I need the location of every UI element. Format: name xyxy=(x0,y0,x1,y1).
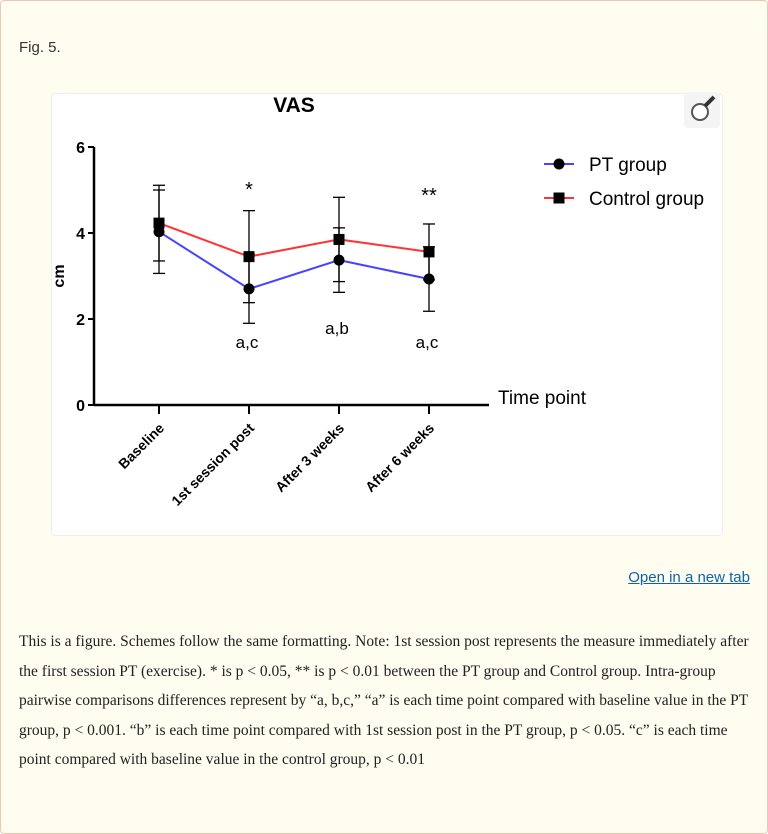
legend-marker xyxy=(553,192,565,204)
data-point xyxy=(333,254,345,266)
vas-chart: VAS 0 2 4 6 cm Time point Baseline 1st session p… xyxy=(51,94,704,509)
x-tick-label: After 3 weeks xyxy=(272,420,347,495)
x-tick-label: 1st session post xyxy=(168,420,257,509)
data-point xyxy=(333,233,345,245)
chart-title: VAS xyxy=(273,94,315,117)
open-in-new-tab-link[interactable]: Open in a new tab xyxy=(628,569,750,586)
significance-label: * xyxy=(245,179,253,201)
pairwise-label: a,b xyxy=(325,319,349,338)
pairwise-label: a,c xyxy=(416,333,439,352)
figure-caption: This is a figure. Schemes follow the sam… xyxy=(19,633,749,768)
legend-label: Control group xyxy=(589,189,704,210)
magnifier-icon[interactable] xyxy=(684,92,720,128)
legend-label: PT group xyxy=(589,155,667,176)
data-point xyxy=(153,226,165,238)
data-point xyxy=(423,273,435,285)
series-line-1 xyxy=(158,222,430,258)
x-tick-label: After 6 weeks xyxy=(362,420,437,495)
series-line-0 xyxy=(158,230,430,290)
y-axis-label: cm xyxy=(52,264,68,287)
significance-label: ** xyxy=(421,185,437,207)
x-tick-label: Baseline xyxy=(115,420,167,472)
pairwise-label: a,c xyxy=(236,333,259,352)
y-tick-label: 4 xyxy=(76,226,85,243)
y-tick-label: 2 xyxy=(76,312,85,329)
data-point xyxy=(243,251,255,263)
figure-label: Fig. 5. xyxy=(19,39,61,56)
data-point xyxy=(423,246,435,258)
data-point xyxy=(243,283,255,295)
figure-image[interactable]: VAS 0 2 4 6 cm Time point Baseline 1st session p… xyxy=(51,93,723,536)
y-tick-label: 6 xyxy=(76,140,85,157)
data-point xyxy=(153,217,165,229)
x-axis-label: Time point xyxy=(498,388,587,409)
y-tick-label: 0 xyxy=(76,398,85,415)
legend-marker xyxy=(553,158,565,170)
